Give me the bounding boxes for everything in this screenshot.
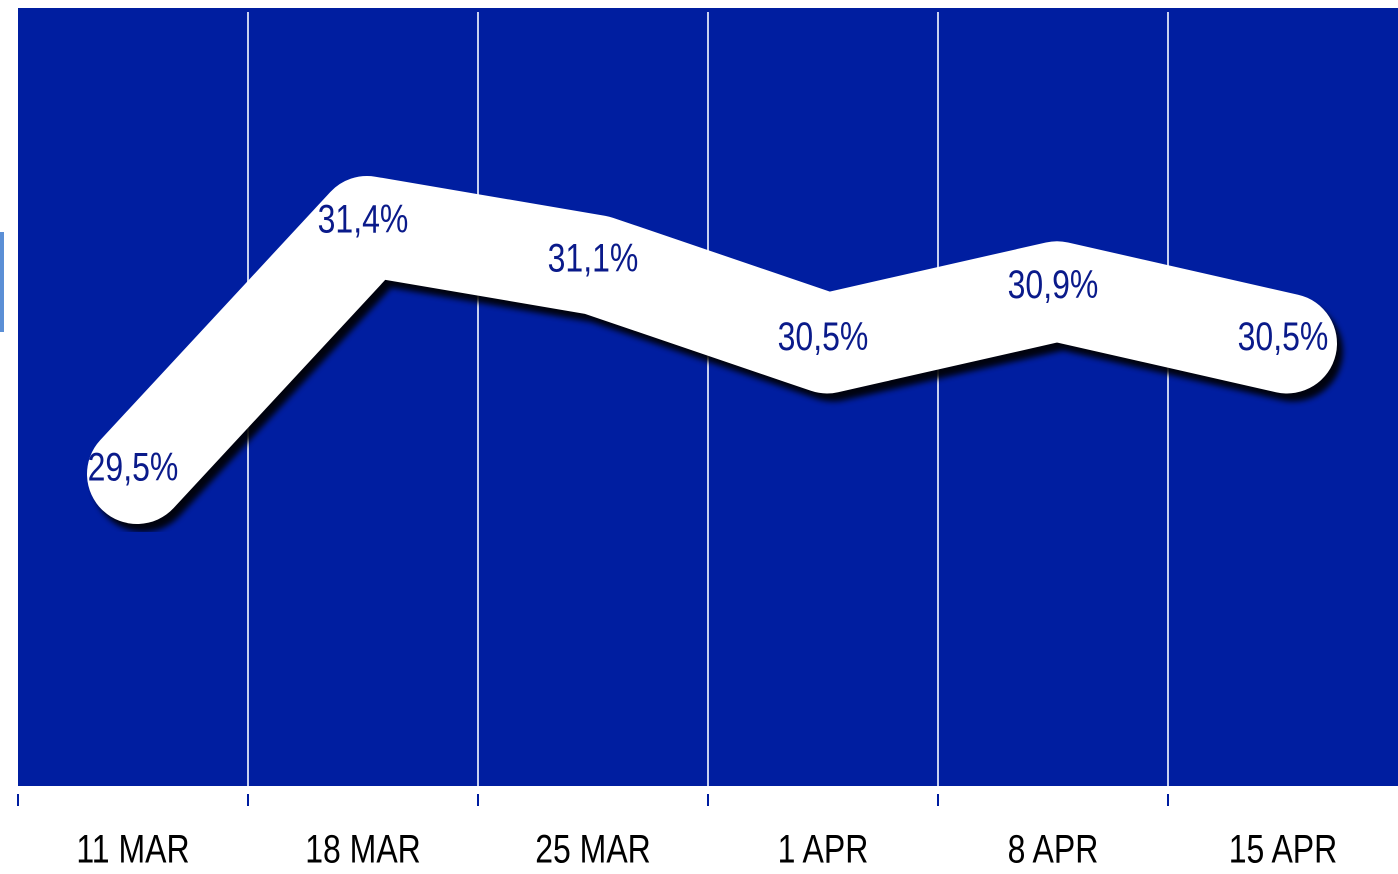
x-tick-label: 18 MAR bbox=[305, 826, 421, 871]
x-tick-label: 15 APR bbox=[1229, 826, 1338, 871]
data-label: 29,5% bbox=[88, 444, 179, 489]
data-label: 30,9% bbox=[1008, 261, 1099, 306]
data-label: 30,5% bbox=[778, 314, 869, 359]
data-label: 31,1% bbox=[548, 235, 639, 280]
x-tick-label: 1 APR bbox=[778, 826, 869, 871]
x-tick-label: 25 MAR bbox=[535, 826, 651, 871]
x-tick-label: 11 MAR bbox=[76, 826, 189, 871]
x-tick-label: 8 APR bbox=[1008, 826, 1099, 871]
data-label: 31,4% bbox=[318, 196, 409, 241]
line bbox=[87, 176, 1337, 524]
edge-accent bbox=[0, 232, 4, 332]
data-label: 30,5% bbox=[1238, 314, 1329, 359]
